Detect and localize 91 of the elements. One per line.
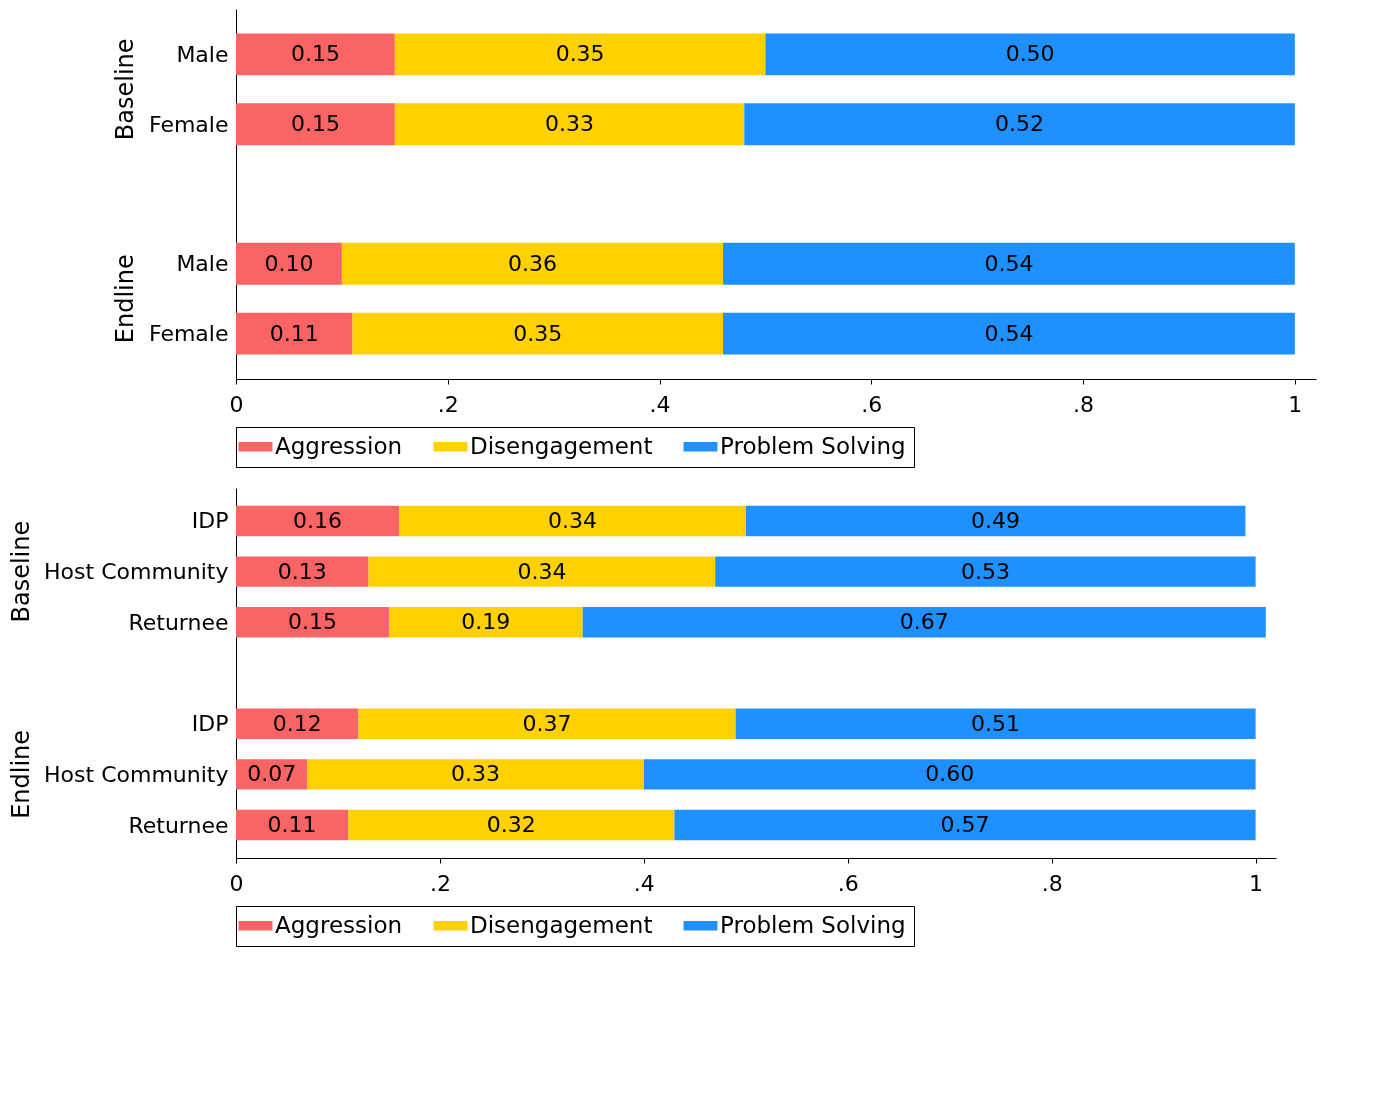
y-tick-label: Host Community bbox=[44, 559, 229, 585]
data-label: 0.12 bbox=[272, 710, 322, 736]
data-label: 0.53 bbox=[960, 558, 1010, 584]
text: Endline bbox=[7, 729, 35, 819]
bar bbox=[236, 607, 389, 638]
bar bbox=[352, 312, 724, 355]
bar bbox=[388, 607, 583, 638]
y-tick-label: Male bbox=[176, 251, 229, 277]
x-tick-label: 0 bbox=[229, 391, 244, 417]
data-label: 0.54 bbox=[984, 250, 1034, 276]
data-label: 0.34 bbox=[547, 507, 597, 533]
bar bbox=[745, 505, 1246, 537]
bar bbox=[236, 556, 369, 587]
text: Baseline bbox=[7, 520, 35, 623]
bar bbox=[643, 759, 1256, 790]
bar bbox=[236, 33, 395, 76]
x-tick-label: 1 bbox=[1249, 870, 1264, 896]
data-label: 0.16 bbox=[293, 507, 343, 533]
bar bbox=[674, 809, 1256, 841]
data-label: 0.35 bbox=[513, 320, 563, 346]
x-tick-label: .8 bbox=[1073, 391, 1095, 417]
bar bbox=[236, 809, 349, 841]
data-label: 0.15 bbox=[287, 609, 337, 635]
data-label: 0.10 bbox=[264, 250, 314, 276]
bar bbox=[765, 33, 1295, 76]
data-label: 0.13 bbox=[277, 558, 327, 584]
data-label: 0.07 bbox=[247, 761, 297, 787]
data-label: 0.54 bbox=[984, 320, 1034, 346]
data-label: 0.33 bbox=[451, 761, 501, 787]
x-tick-label: .6 bbox=[861, 391, 883, 417]
y-tick-label: Returnee bbox=[128, 609, 229, 635]
bar bbox=[735, 708, 1256, 739]
bar bbox=[236, 242, 342, 285]
y-tick-label: Male bbox=[176, 41, 229, 67]
bar bbox=[236, 103, 395, 146]
data-label: 0.32 bbox=[486, 812, 536, 838]
data-label: 0.33 bbox=[545, 111, 595, 137]
data-label: 0.35 bbox=[555, 41, 605, 67]
legend-label: Disengagement bbox=[470, 911, 653, 938]
data-label: 0.36 bbox=[507, 250, 557, 276]
data-label: 0.15 bbox=[290, 111, 340, 137]
data-label: 0.57 bbox=[940, 812, 990, 838]
x-tick-label: .2 bbox=[437, 391, 459, 417]
y-tick-label: IDP bbox=[191, 711, 229, 737]
y-tick-label: Female bbox=[148, 111, 229, 137]
x-tick-label: 0 bbox=[229, 870, 244, 896]
legend-label: Aggression bbox=[275, 432, 403, 459]
x-tick-label: 1 bbox=[1288, 391, 1303, 417]
bar bbox=[394, 33, 766, 76]
bar bbox=[394, 103, 745, 146]
bar bbox=[348, 809, 675, 841]
data-label: 0.52 bbox=[995, 111, 1045, 137]
data-label: 0.37 bbox=[522, 710, 572, 736]
bar bbox=[358, 708, 736, 739]
legend-label: Aggression bbox=[275, 911, 403, 938]
data-label: 0.67 bbox=[899, 609, 949, 635]
data-label: 0.11 bbox=[269, 320, 319, 346]
y-tick-label: IDP bbox=[191, 508, 229, 534]
x-tick-label: .8 bbox=[1041, 870, 1063, 896]
data-label: 0.34 bbox=[517, 558, 567, 584]
bar bbox=[723, 242, 1295, 285]
x-tick-label: .4 bbox=[633, 870, 655, 896]
y-tick-label: Host Community bbox=[44, 761, 229, 787]
y-tick-label: Returnee bbox=[128, 812, 229, 838]
data-label: 0.19 bbox=[461, 609, 511, 635]
legend-label: Disengagement bbox=[470, 432, 653, 459]
bar bbox=[236, 708, 359, 739]
data-label: 0.60 bbox=[925, 761, 975, 787]
data-label: 0.49 bbox=[971, 507, 1021, 533]
bar bbox=[307, 759, 644, 790]
x-tick-label: .2 bbox=[429, 870, 451, 896]
bar bbox=[582, 607, 1266, 638]
bar bbox=[368, 556, 716, 587]
bar bbox=[715, 556, 1256, 587]
bar bbox=[744, 103, 1295, 146]
x-tick-label: .4 bbox=[649, 391, 671, 417]
x-tick-label: .6 bbox=[837, 870, 859, 896]
legend-label: Problem Solving bbox=[720, 911, 906, 938]
bar bbox=[236, 505, 400, 537]
text: Baseline bbox=[111, 38, 139, 141]
bar bbox=[723, 312, 1295, 355]
y-tick-label: Female bbox=[148, 321, 229, 347]
bar bbox=[341, 242, 724, 285]
bar bbox=[236, 312, 353, 355]
data-label: 0.50 bbox=[1005, 41, 1055, 67]
data-label: 0.11 bbox=[267, 812, 317, 838]
bar bbox=[399, 505, 746, 537]
text: Endline bbox=[111, 254, 139, 344]
data-label: 0.15 bbox=[290, 41, 340, 67]
legend-label: Problem Solving bbox=[720, 432, 906, 459]
data-label: 0.51 bbox=[971, 710, 1021, 736]
